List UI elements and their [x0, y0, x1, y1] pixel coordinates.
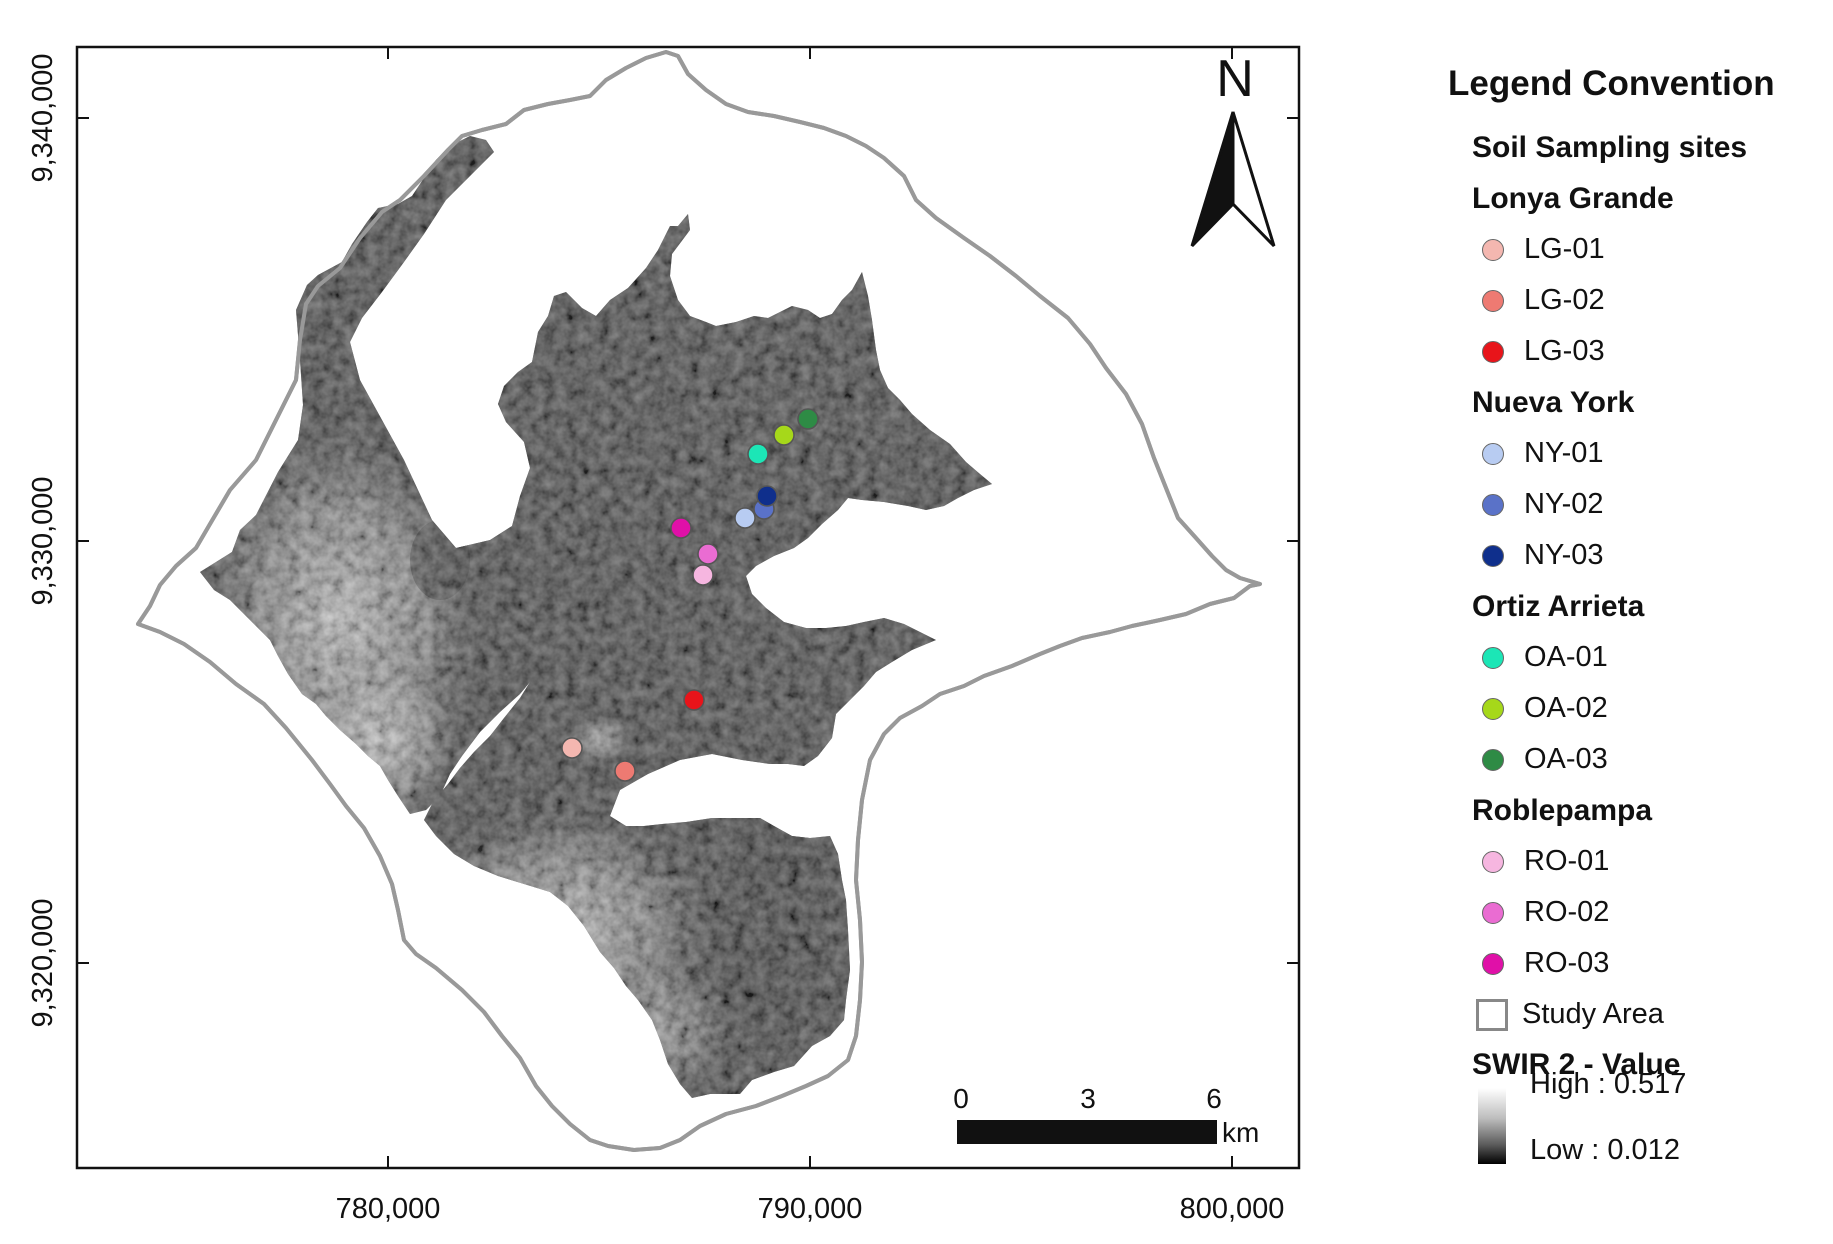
legend-title: Legend Convention [1448, 64, 1775, 103]
legend-item-lg-03: LG-03 [1482, 326, 1828, 377]
x-tick-label: 780,000 [336, 1193, 441, 1225]
legend-dot [1482, 850, 1504, 873]
raster-color-ramp: High : 0.517 Low : 0.012 [1478, 1068, 1828, 1170]
legend-item-oa-02: OA-02 [1482, 683, 1828, 734]
legend-item-label: RO-02 [1524, 896, 1610, 928]
legend-item-label: LG-02 [1524, 284, 1605, 316]
legend-dot [1482, 646, 1504, 669]
legend-dot [1482, 697, 1504, 720]
site-marker-lg-02[interactable] [614, 760, 636, 782]
site-marker-lg-01[interactable] [561, 737, 583, 759]
site-marker-ny-01[interactable] [734, 507, 756, 529]
scale-bar-rect [957, 1120, 1217, 1144]
legend-dot [1482, 544, 1504, 567]
x-tick-label: 800,000 [1180, 1193, 1285, 1225]
legend-item-lg-02: LG-02 [1482, 275, 1828, 326]
sampling-sites [561, 408, 819, 782]
y-tick-label: 9,340,000 [27, 53, 59, 182]
legend-dot [1482, 238, 1504, 261]
legend-item-label: LG-03 [1524, 335, 1605, 367]
legend-item-oa-01: OA-01 [1482, 632, 1828, 683]
scale-unit: km [1222, 1117, 1259, 1148]
legend-item-label: RO-03 [1524, 947, 1610, 979]
legend-item-label: NY-03 [1524, 539, 1604, 571]
legend-subtitle: Soil Sampling sites [1472, 131, 1748, 164]
legend-group-nueva-york: Nueva York [1472, 386, 1635, 419]
legend-item-ny-01: NY-01 [1482, 428, 1828, 479]
legend-dot [1482, 493, 1504, 516]
scale-label: 6 [1206, 1083, 1222, 1114]
ramp-high-label: High : 0.517 [1530, 1068, 1687, 1100]
map-legend: Legend Convention Soil Sampling sites Lo… [1448, 64, 1828, 1170]
legend-dot [1482, 748, 1504, 771]
legend-item-ny-03: NY-03 [1482, 530, 1828, 581]
legend-item-label: LG-01 [1524, 233, 1605, 265]
legend-item-label: NY-02 [1524, 488, 1604, 520]
legend-group-ortiz-arrieta: Ortiz Arrieta [1472, 590, 1645, 623]
north-arrow-right-half [1231, 111, 1276, 248]
legend-dot [1482, 340, 1504, 363]
legend-dot [1482, 952, 1504, 975]
scale-label: 0 [953, 1083, 969, 1114]
site-marker-ro-01[interactable] [692, 564, 714, 586]
axis-ticks [77, 47, 1299, 1168]
scale-label: 3 [1080, 1083, 1096, 1114]
legend-group-lonya-grande: Lonya Grande [1472, 182, 1674, 215]
legend-item-oa-03: OA-03 [1482, 734, 1828, 785]
scale-bar: 0 3 6 km [953, 1083, 1259, 1148]
legend-item-ny-02: NY-02 [1482, 479, 1828, 530]
site-marker-oa-02[interactable] [773, 424, 795, 446]
study-area-swatch [1476, 998, 1508, 1031]
x-tick-label: 790,000 [758, 1193, 863, 1225]
legend-item-lg-01: LG-01 [1482, 224, 1828, 275]
legend-item-ro-03: RO-03 [1482, 938, 1828, 989]
legend-group-roblepampa: Roblepampa [1472, 794, 1653, 827]
legend-item-label: Study Area [1522, 998, 1664, 1030]
legend-item-study-area: Study Area [1476, 989, 1828, 1040]
legend-item-label: OA-01 [1524, 641, 1608, 673]
north-label: N [1216, 50, 1254, 108]
legend-item-ro-02: RO-02 [1482, 887, 1828, 938]
legend-item-label: OA-03 [1524, 743, 1608, 775]
color-ramp-bar [1478, 1088, 1506, 1164]
legend-item-ro-01: RO-01 [1482, 836, 1828, 887]
legend-item-label: OA-02 [1524, 692, 1608, 724]
legend-dot [1482, 442, 1504, 465]
legend-dot [1482, 289, 1504, 312]
site-marker-ny-03[interactable] [756, 485, 778, 507]
y-tick-label: 9,320,000 [27, 898, 59, 1027]
legend-item-label: NY-01 [1524, 437, 1604, 469]
site-marker-ro-03[interactable] [670, 517, 692, 539]
ramp-low-label: Low : 0.012 [1530, 1134, 1680, 1166]
legend-item-label: RO-01 [1524, 845, 1610, 877]
site-marker-oa-01[interactable] [747, 443, 769, 465]
raster-legend-title: SWIR 2 - Value [1472, 1048, 1681, 1081]
site-marker-lg-03[interactable] [683, 689, 705, 711]
north-arrow: N [1190, 50, 1276, 248]
site-marker-ro-02[interactable] [697, 543, 719, 565]
y-tick-label: 9,330,000 [27, 476, 59, 605]
legend-dot [1482, 901, 1504, 924]
site-marker-oa-03[interactable] [797, 408, 819, 430]
